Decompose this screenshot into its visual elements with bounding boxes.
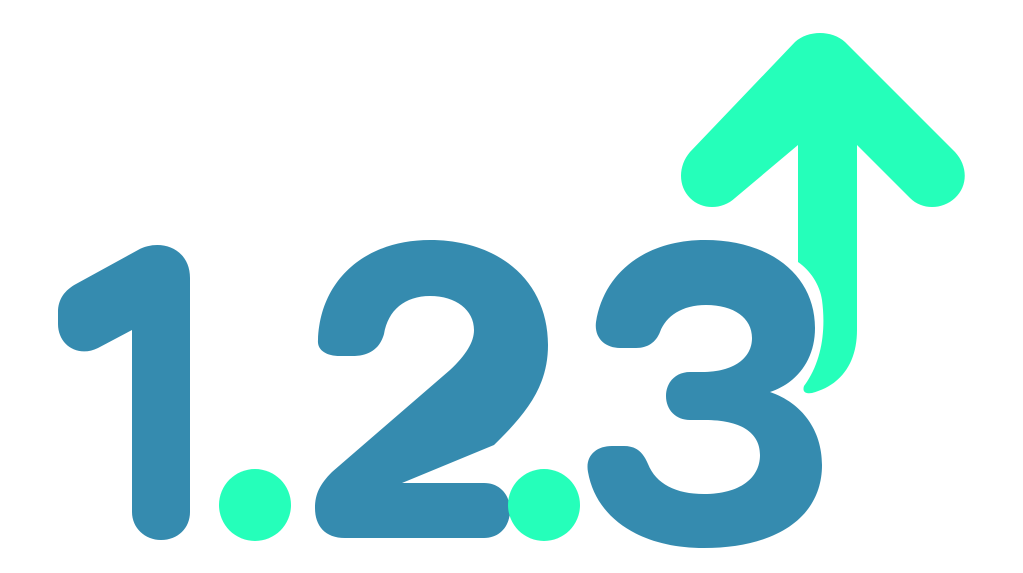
digit-two xyxy=(315,240,548,538)
up-arrow-head xyxy=(681,33,965,394)
digit-one-glyph xyxy=(58,245,190,540)
digit-two-glyph xyxy=(315,240,548,538)
up-arrow-icon xyxy=(681,33,965,394)
digit-three xyxy=(587,240,822,548)
digit-three-glyph xyxy=(587,240,822,548)
digit-one xyxy=(58,245,190,540)
separator-dot-one xyxy=(219,469,291,541)
separator-dot-two xyxy=(508,469,580,541)
